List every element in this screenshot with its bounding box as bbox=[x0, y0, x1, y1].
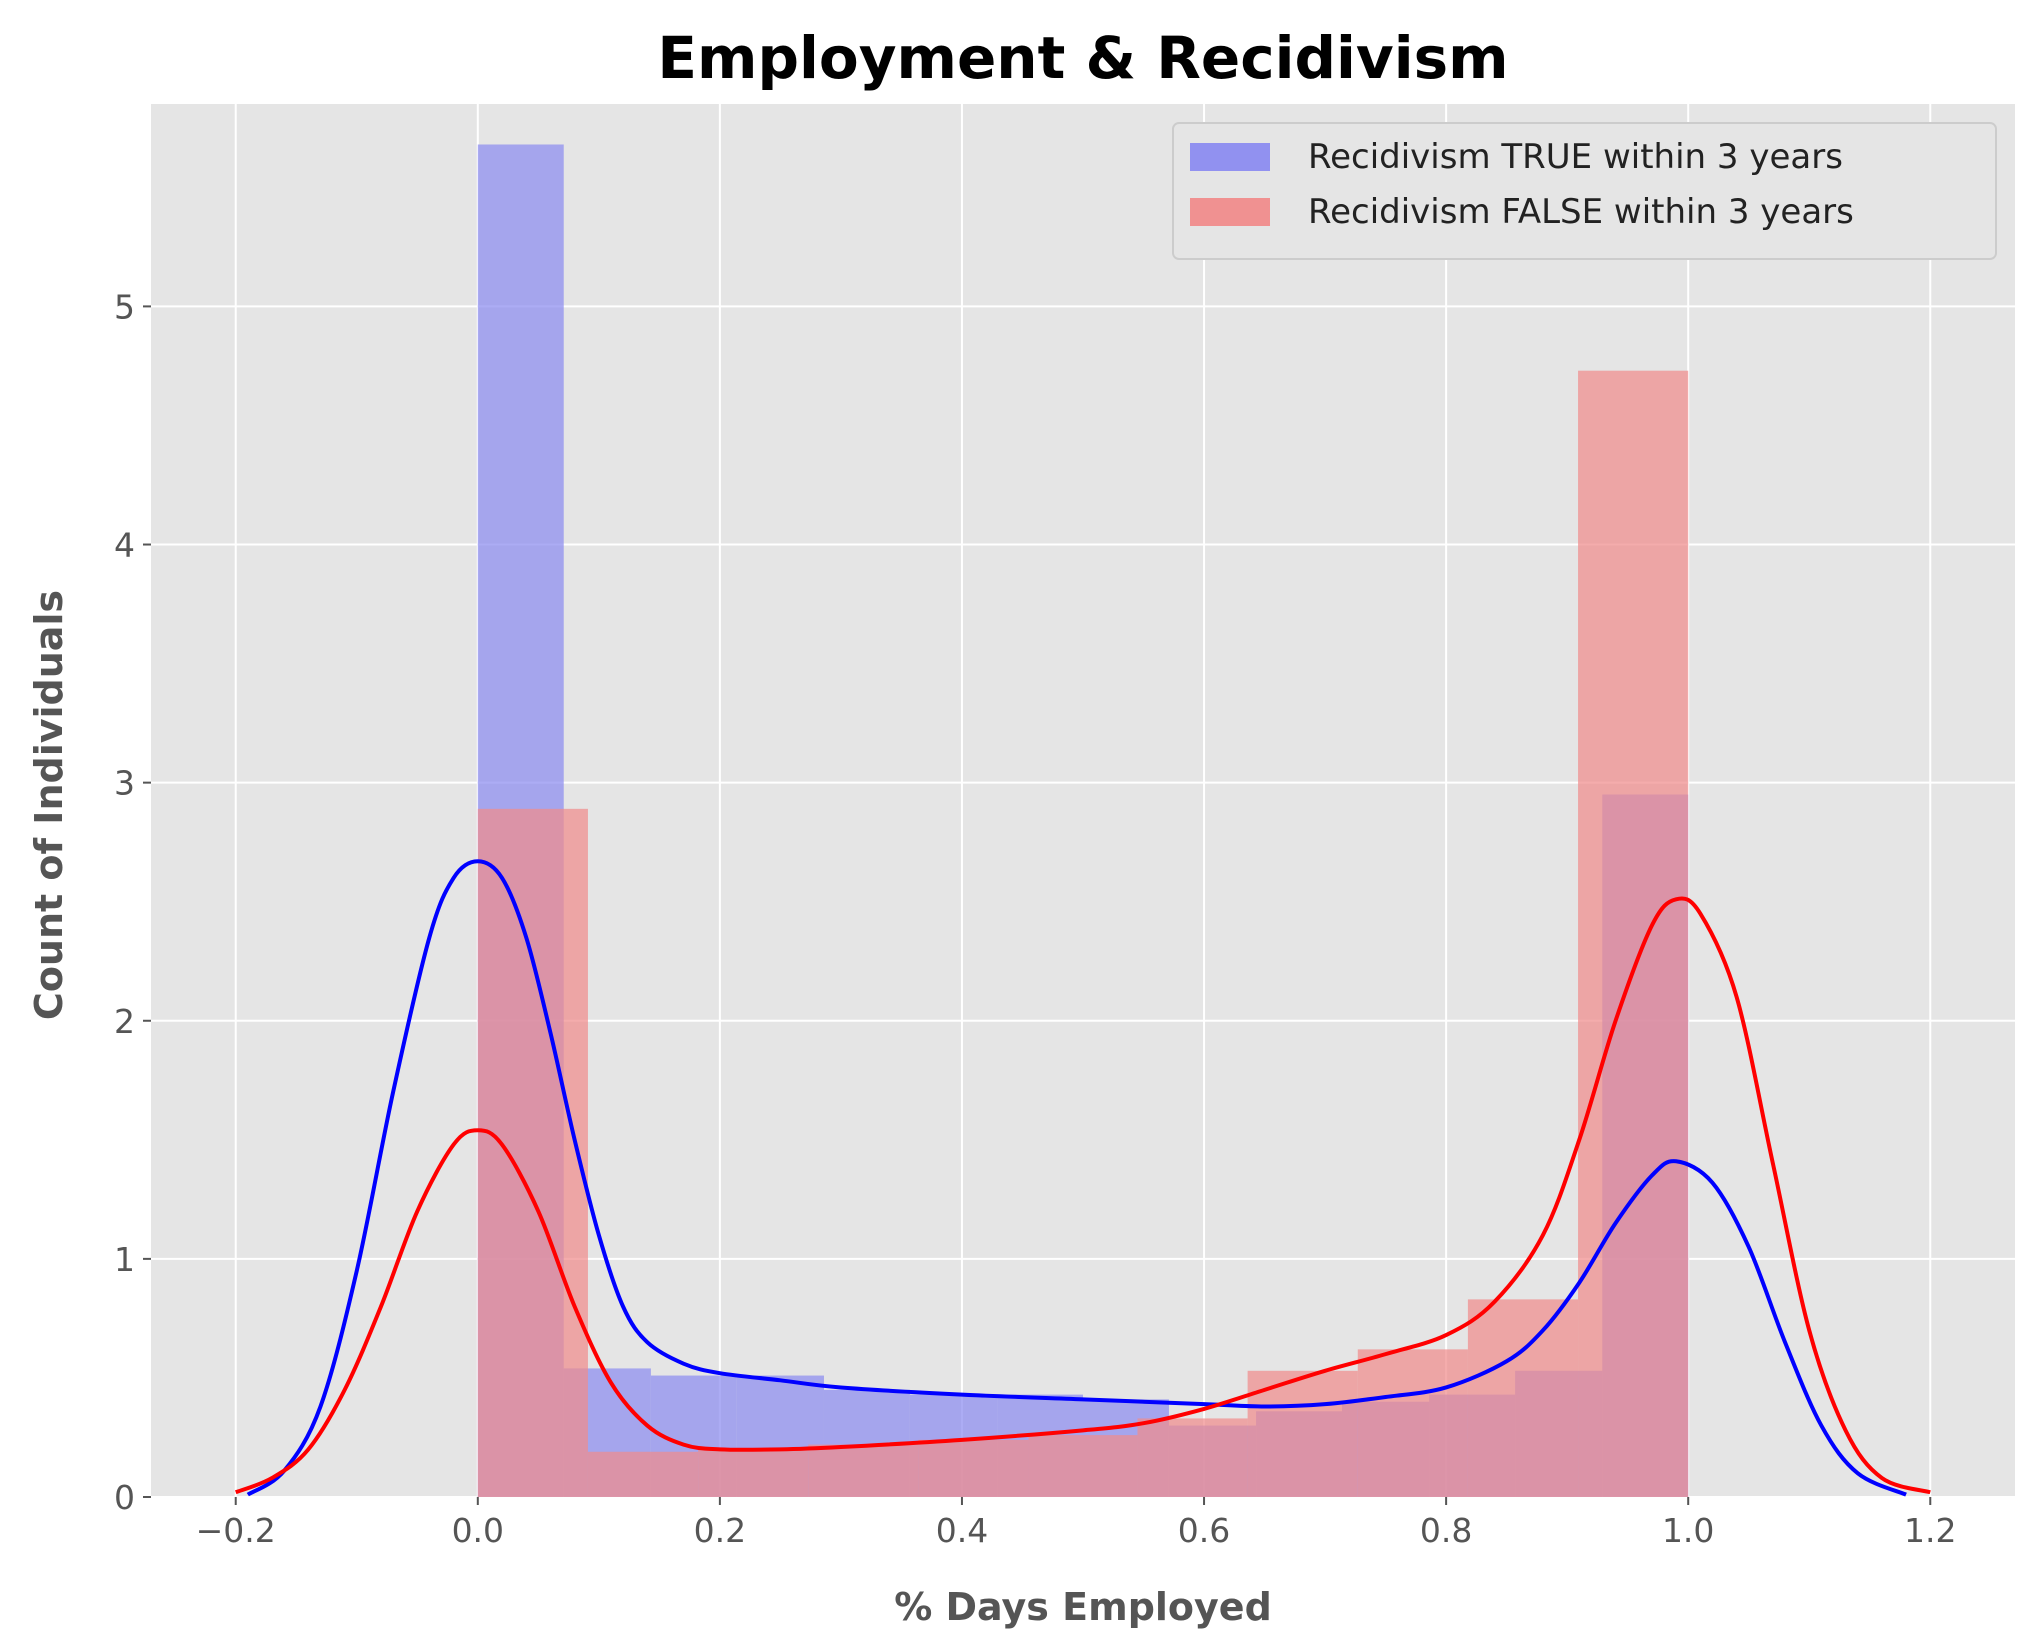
bar-false bbox=[1467, 1299, 1579, 1497]
legend-swatch-false bbox=[1190, 198, 1270, 226]
y-tick-label: 5 bbox=[114, 287, 135, 326]
x-tick-label: 0.2 bbox=[694, 1511, 746, 1550]
bar-false bbox=[808, 1444, 919, 1497]
kde-line-true bbox=[246, 859, 1907, 1497]
y-tick-label: 2 bbox=[114, 1002, 135, 1041]
bar-false bbox=[1578, 370, 1689, 1497]
x-tick-label: 1.0 bbox=[1662, 1511, 1714, 1550]
y-tick-label: 0 bbox=[114, 1478, 135, 1517]
bar-false bbox=[477, 808, 588, 1497]
bar-false bbox=[1357, 1349, 1468, 1497]
bar-false bbox=[1028, 1435, 1138, 1497]
legend-label-false: Recidivism FALSE within 3 years bbox=[1308, 192, 1854, 232]
x-tick-label: −0.2 bbox=[196, 1511, 276, 1550]
chart-title: Employment & Recidivism bbox=[657, 24, 1508, 92]
y-axis-label: Count of Individuals bbox=[27, 590, 71, 1020]
x-tick-label: 0.4 bbox=[936, 1511, 988, 1550]
plot-area bbox=[151, 104, 2015, 1497]
bar-false bbox=[1247, 1370, 1358, 1497]
grid bbox=[151, 104, 2015, 1498]
histogram-bars bbox=[477, 144, 1689, 1497]
x-tick-label: 0.6 bbox=[1178, 1511, 1230, 1550]
bar-false bbox=[587, 1451, 699, 1497]
bar-false bbox=[698, 1449, 809, 1497]
y-tick-label: 1 bbox=[114, 1240, 135, 1279]
legend-label-true: Recidivism TRUE within 3 years bbox=[1308, 137, 1843, 177]
x-tick-label: 0.0 bbox=[452, 1511, 504, 1550]
legend-box bbox=[1172, 122, 1997, 260]
bar-false bbox=[918, 1439, 1029, 1497]
x-axis-label: % Days Employed bbox=[894, 1585, 1272, 1629]
legend-swatch-true bbox=[1190, 143, 1270, 171]
x-tick-label: 1.2 bbox=[1904, 1511, 1956, 1550]
axis-ticks: −0.2 0.0 0.2 0.4 0.6 0.8 1.0 1.2 0 1 2 3 4 5 bbox=[114, 287, 1957, 1550]
y-tick-label: 3 bbox=[114, 764, 135, 803]
kde-line-false bbox=[234, 896, 1931, 1495]
legend: Recidivism TRUE within 3 years Recidivism… bbox=[1172, 122, 1997, 260]
bar-false bbox=[1137, 1418, 1248, 1497]
y-tick-label: 4 bbox=[114, 526, 135, 565]
kde-curves bbox=[234, 859, 1931, 1497]
x-tick-label: 0.8 bbox=[1420, 1511, 1472, 1550]
